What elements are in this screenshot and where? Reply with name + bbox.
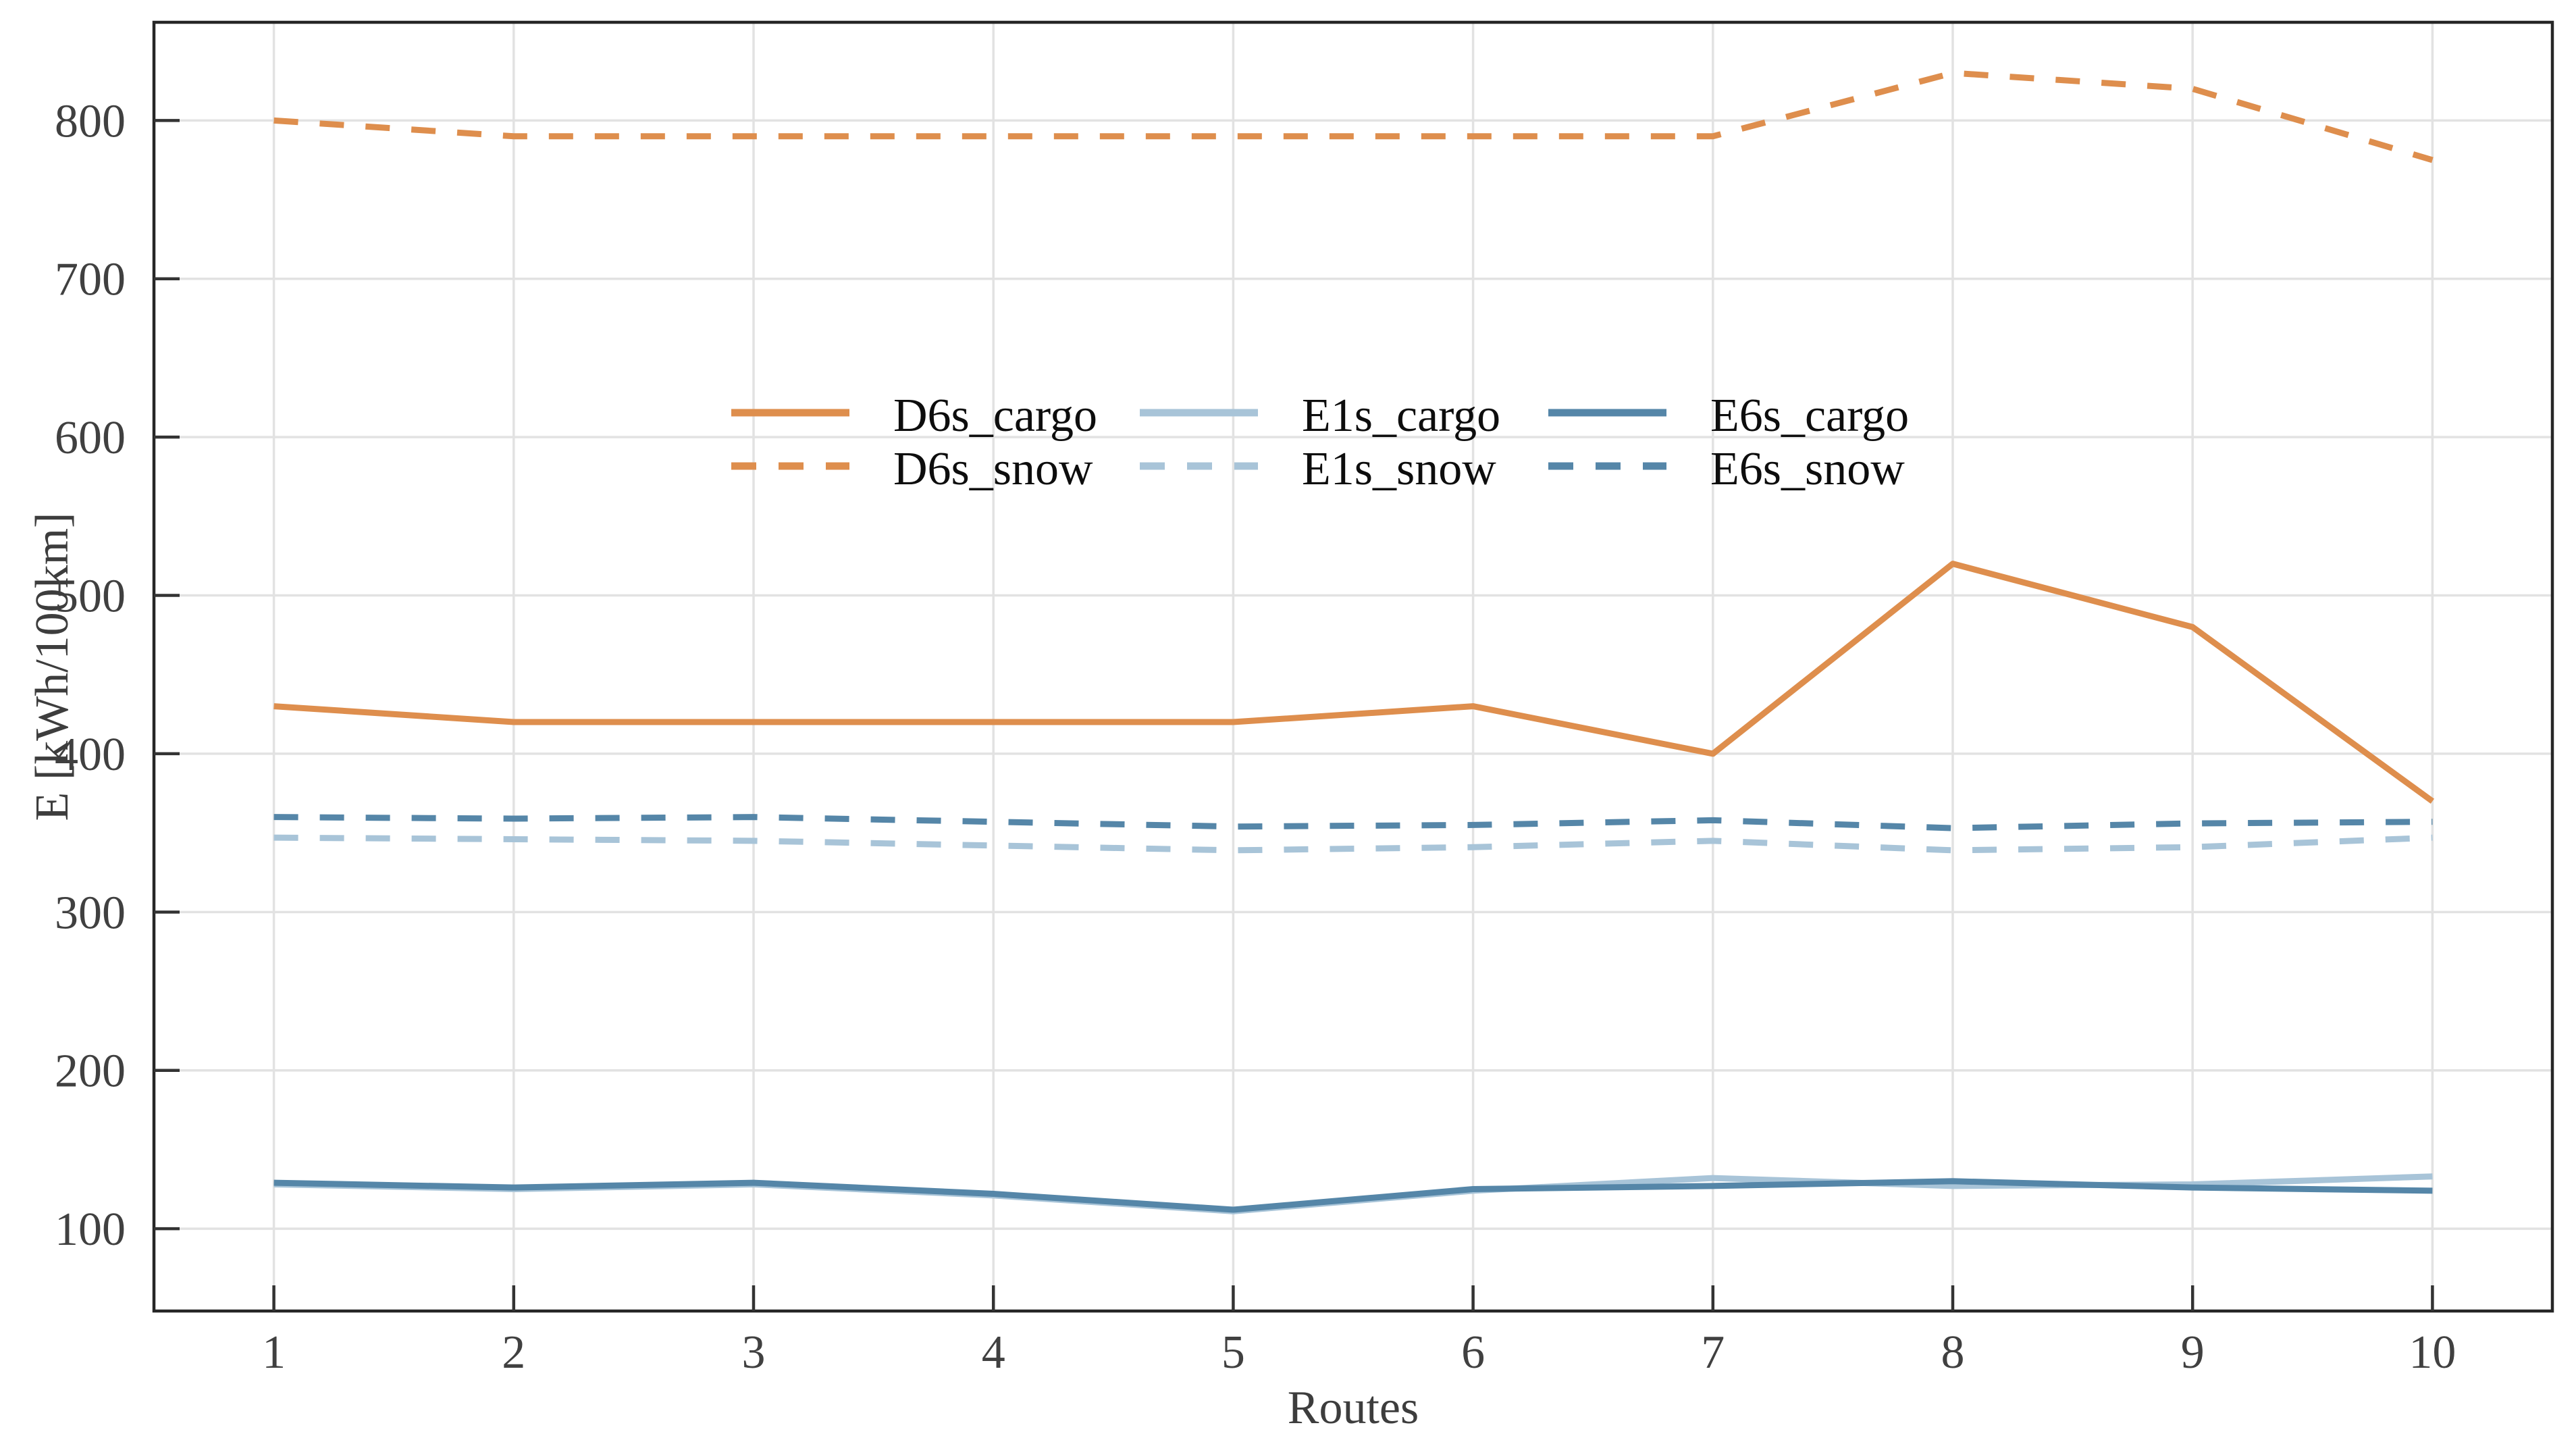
x-tick-label-8: 8 xyxy=(1941,1327,1965,1379)
y-tick-label-600: 600 xyxy=(55,412,126,464)
x-tick-label-4: 4 xyxy=(982,1327,1005,1379)
series-group xyxy=(273,70,2435,1214)
y-tick-label-400: 400 xyxy=(55,729,126,781)
legend-entry-D6s_snow: D6s_snow xyxy=(731,443,1093,495)
series-line-E6s_cargo xyxy=(273,1178,2433,1213)
legend-label-D6s_snow: D6s_snow xyxy=(893,443,1093,495)
legend-entry-E6s_cargo: E6s_cargo xyxy=(1548,390,1909,442)
legend-entry-E6s_snow: E6s_snow xyxy=(1548,443,1905,495)
legend-entry-E1s_cargo: E1s_cargo xyxy=(1140,390,1500,442)
axes-frame xyxy=(152,20,2554,1313)
x-tick-labels: 1 2 3 4 5 6 7 8 9 10 xyxy=(262,1327,2456,1379)
gridlines xyxy=(154,22,2552,1311)
legend-label-E6s_snow: E6s_snow xyxy=(1710,443,1905,495)
legend-label-E1s_snow: E1s_snow xyxy=(1302,443,1496,495)
y-tick-label-800: 800 xyxy=(55,95,126,147)
series-line-D6s_cargo xyxy=(273,561,2435,804)
legend-entry-D6s_cargo: D6s_cargo xyxy=(731,390,1097,442)
series-line-E1s_snow xyxy=(273,834,2433,854)
legend-entry-E1s_snow: E1s_snow xyxy=(1140,443,1496,495)
y-tick-label-300: 300 xyxy=(55,887,126,939)
y-axis-title: E [kWh/100km] xyxy=(26,512,78,821)
x-tick-label-6: 6 xyxy=(1461,1327,1485,1379)
x-axis-title: Routes xyxy=(1287,1382,1419,1434)
x-tick-label-3: 3 xyxy=(742,1327,766,1379)
y-tick-label-200: 200 xyxy=(55,1046,126,1098)
x-tick-label-1: 1 xyxy=(262,1327,286,1379)
y-tick-label-100: 100 xyxy=(55,1204,126,1256)
y-tick-label-500: 500 xyxy=(55,571,126,623)
tick-marks xyxy=(154,119,2434,1311)
x-tick-label-7: 7 xyxy=(1701,1327,1725,1379)
y-tick-labels: 100 200 300 400 500 600 700 800 xyxy=(55,95,126,1256)
x-tick-label-10: 10 xyxy=(2409,1327,2456,1379)
x-tick-label-5: 5 xyxy=(1221,1327,1245,1379)
series-line-E6s_snow xyxy=(273,814,2433,831)
legend-label-E6s_cargo: E6s_cargo xyxy=(1710,390,1909,442)
series-line-D6s_snow xyxy=(273,70,2434,163)
legend-label-E1s_cargo: E1s_cargo xyxy=(1302,390,1500,442)
x-tick-label-9: 9 xyxy=(2181,1327,2205,1379)
y-tick-label-700: 700 xyxy=(55,254,126,306)
legend-label-D6s_cargo: D6s_cargo xyxy=(893,390,1097,442)
x-tick-label-2: 2 xyxy=(502,1327,525,1379)
